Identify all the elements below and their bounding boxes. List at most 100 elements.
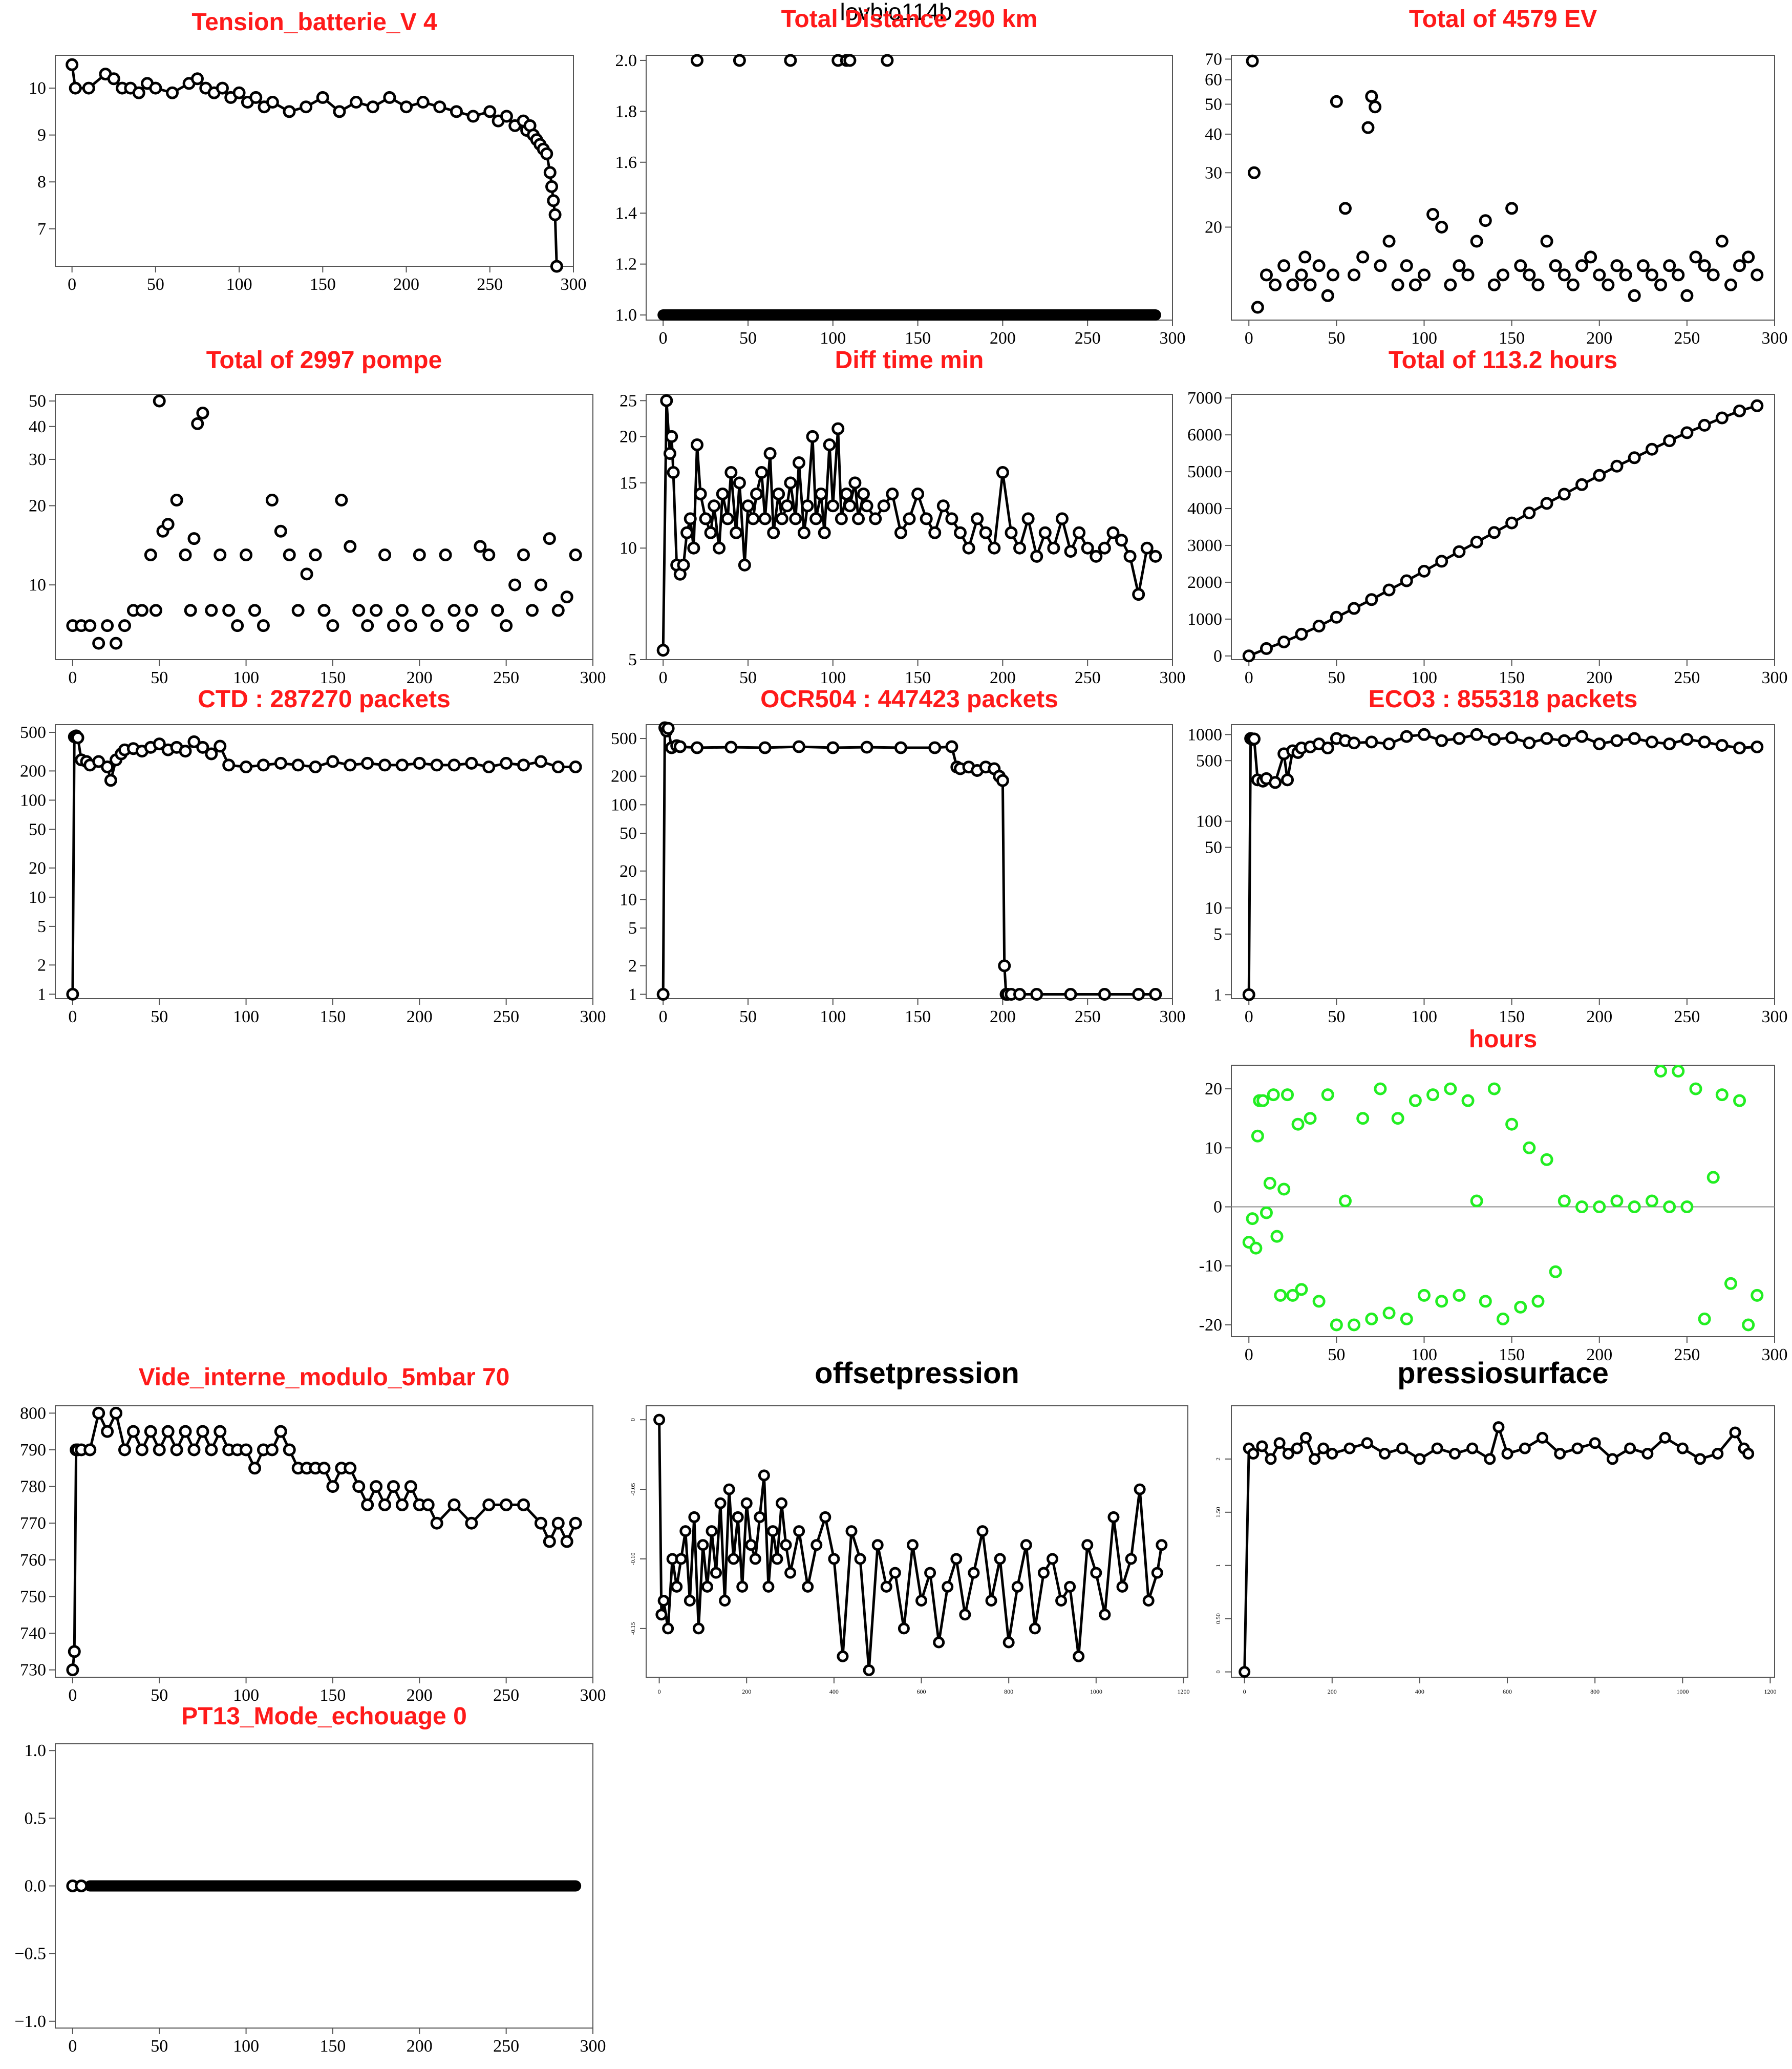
chart-p2: 0 50 100 150 200 250 300 1.0 1.2 1.4 1.6 1.8 2.0 — [615, 51, 1186, 348]
series-line — [1247, 733, 1757, 995]
data-point — [1636, 259, 1650, 272]
data-point — [996, 466, 1009, 479]
data-point — [871, 1539, 884, 1551]
chart-p6: 0 50 100 150 200 250 3000100020003000400050006… — [1187, 389, 1788, 687]
data-point — [370, 604, 383, 617]
y-tick-label: 500 — [1196, 751, 1222, 770]
data-point — [153, 394, 166, 408]
x-tick-label: 50 — [151, 2037, 168, 2056]
data-point — [936, 499, 950, 513]
data-point — [1431, 1442, 1443, 1454]
chart-title: ECO3 : 855318 packets — [1368, 686, 1638, 713]
data-point — [291, 604, 305, 617]
data-point — [1409, 278, 1422, 291]
data-point — [1256, 1094, 1270, 1107]
data-point — [1663, 1200, 1676, 1214]
chart-title: PT13_Mode_echouage 0 — [181, 1703, 467, 1730]
data-point — [366, 100, 379, 114]
data-point — [1239, 1666, 1251, 1678]
y-tick-label: 740 — [20, 1624, 46, 1643]
data-point — [1021, 512, 1035, 525]
data-point — [395, 604, 409, 617]
chart-p4: 0 50 100 150 200 250 300 10 20 30 40 50 — [29, 392, 606, 687]
data-point — [886, 487, 899, 500]
data-point — [421, 604, 435, 617]
x-tick-label: 300 — [1762, 1007, 1788, 1026]
y-tick-label: 20 — [1205, 218, 1222, 237]
data-point — [723, 1483, 735, 1495]
data-point — [335, 494, 348, 507]
y-tick-label: 0.5 — [25, 1809, 47, 1828]
data-point — [894, 526, 907, 539]
data-point — [1435, 220, 1448, 234]
data-point — [1295, 1283, 1308, 1296]
data-point — [309, 761, 322, 774]
data-point — [416, 96, 430, 109]
data-point — [1610, 1194, 1624, 1208]
data-point — [680, 526, 694, 539]
y-tick-label: 10 — [1205, 1138, 1222, 1157]
x-tick-label: 250 — [477, 275, 503, 294]
data-point — [802, 1580, 814, 1593]
y-tick-label: 1 — [628, 985, 637, 1004]
data-point — [153, 1443, 166, 1456]
data-point — [1575, 730, 1589, 743]
data-point — [1107, 1511, 1120, 1523]
data-point — [447, 758, 461, 772]
data-point — [316, 91, 329, 104]
data-point — [945, 740, 958, 753]
chart-title: CTD : 287270 packets — [198, 686, 451, 713]
data-point — [1663, 434, 1676, 448]
x-tick-label: 300 — [1762, 668, 1788, 687]
data-point — [240, 761, 253, 774]
data-point — [1400, 259, 1413, 272]
data-point — [1382, 235, 1396, 248]
data-point — [82, 81, 95, 95]
chart-p12: 0 200 400 600 800 1000 1200 -0.15 -0.10 -0.05 0 — [629, 1405, 1189, 1695]
data-point — [548, 208, 562, 221]
data-point — [1606, 1453, 1618, 1465]
data-point — [985, 1595, 997, 1607]
data-point — [1073, 526, 1086, 539]
data-point — [560, 590, 573, 604]
data-point — [190, 72, 204, 86]
data-point — [1414, 1453, 1426, 1465]
data-point — [400, 100, 413, 114]
data-point — [1531, 1295, 1545, 1308]
data-point — [1680, 289, 1694, 302]
data-point — [92, 1406, 105, 1420]
data-point — [655, 1609, 668, 1621]
data-point — [265, 1443, 279, 1456]
x-tick-label: 150 — [319, 1007, 346, 1026]
data-point — [860, 741, 873, 754]
data-point — [1374, 1082, 1387, 1095]
data-point — [1549, 259, 1562, 272]
x-tick-label: 200 — [990, 1007, 1016, 1026]
data-point — [83, 619, 97, 632]
data-point — [733, 476, 746, 490]
data-point — [1453, 259, 1466, 272]
data-point — [205, 1443, 218, 1456]
data-point — [1624, 1442, 1636, 1454]
data-point — [713, 541, 726, 555]
y-tick-label: 1.4 — [615, 204, 637, 223]
y-tick-label: 0 — [1214, 1671, 1222, 1674]
data-point — [551, 1516, 565, 1530]
data-point — [1246, 54, 1259, 68]
data-point — [1247, 732, 1261, 746]
data-point — [1698, 418, 1711, 432]
data-point — [1099, 1609, 1111, 1621]
data-point — [1689, 250, 1702, 264]
data-point — [1246, 1212, 1259, 1226]
data-point — [1326, 1448, 1338, 1460]
data-point — [491, 604, 504, 617]
data-point — [257, 619, 270, 632]
data-point — [749, 1553, 761, 1565]
data-point — [430, 758, 443, 772]
data-point — [231, 619, 244, 632]
plot-frame — [1231, 55, 1775, 321]
data-point — [1659, 1431, 1671, 1444]
data-point — [317, 1462, 331, 1475]
x-tick-label: 150 — [319, 2037, 346, 2056]
x-tick-label: 100 — [233, 2037, 259, 2056]
